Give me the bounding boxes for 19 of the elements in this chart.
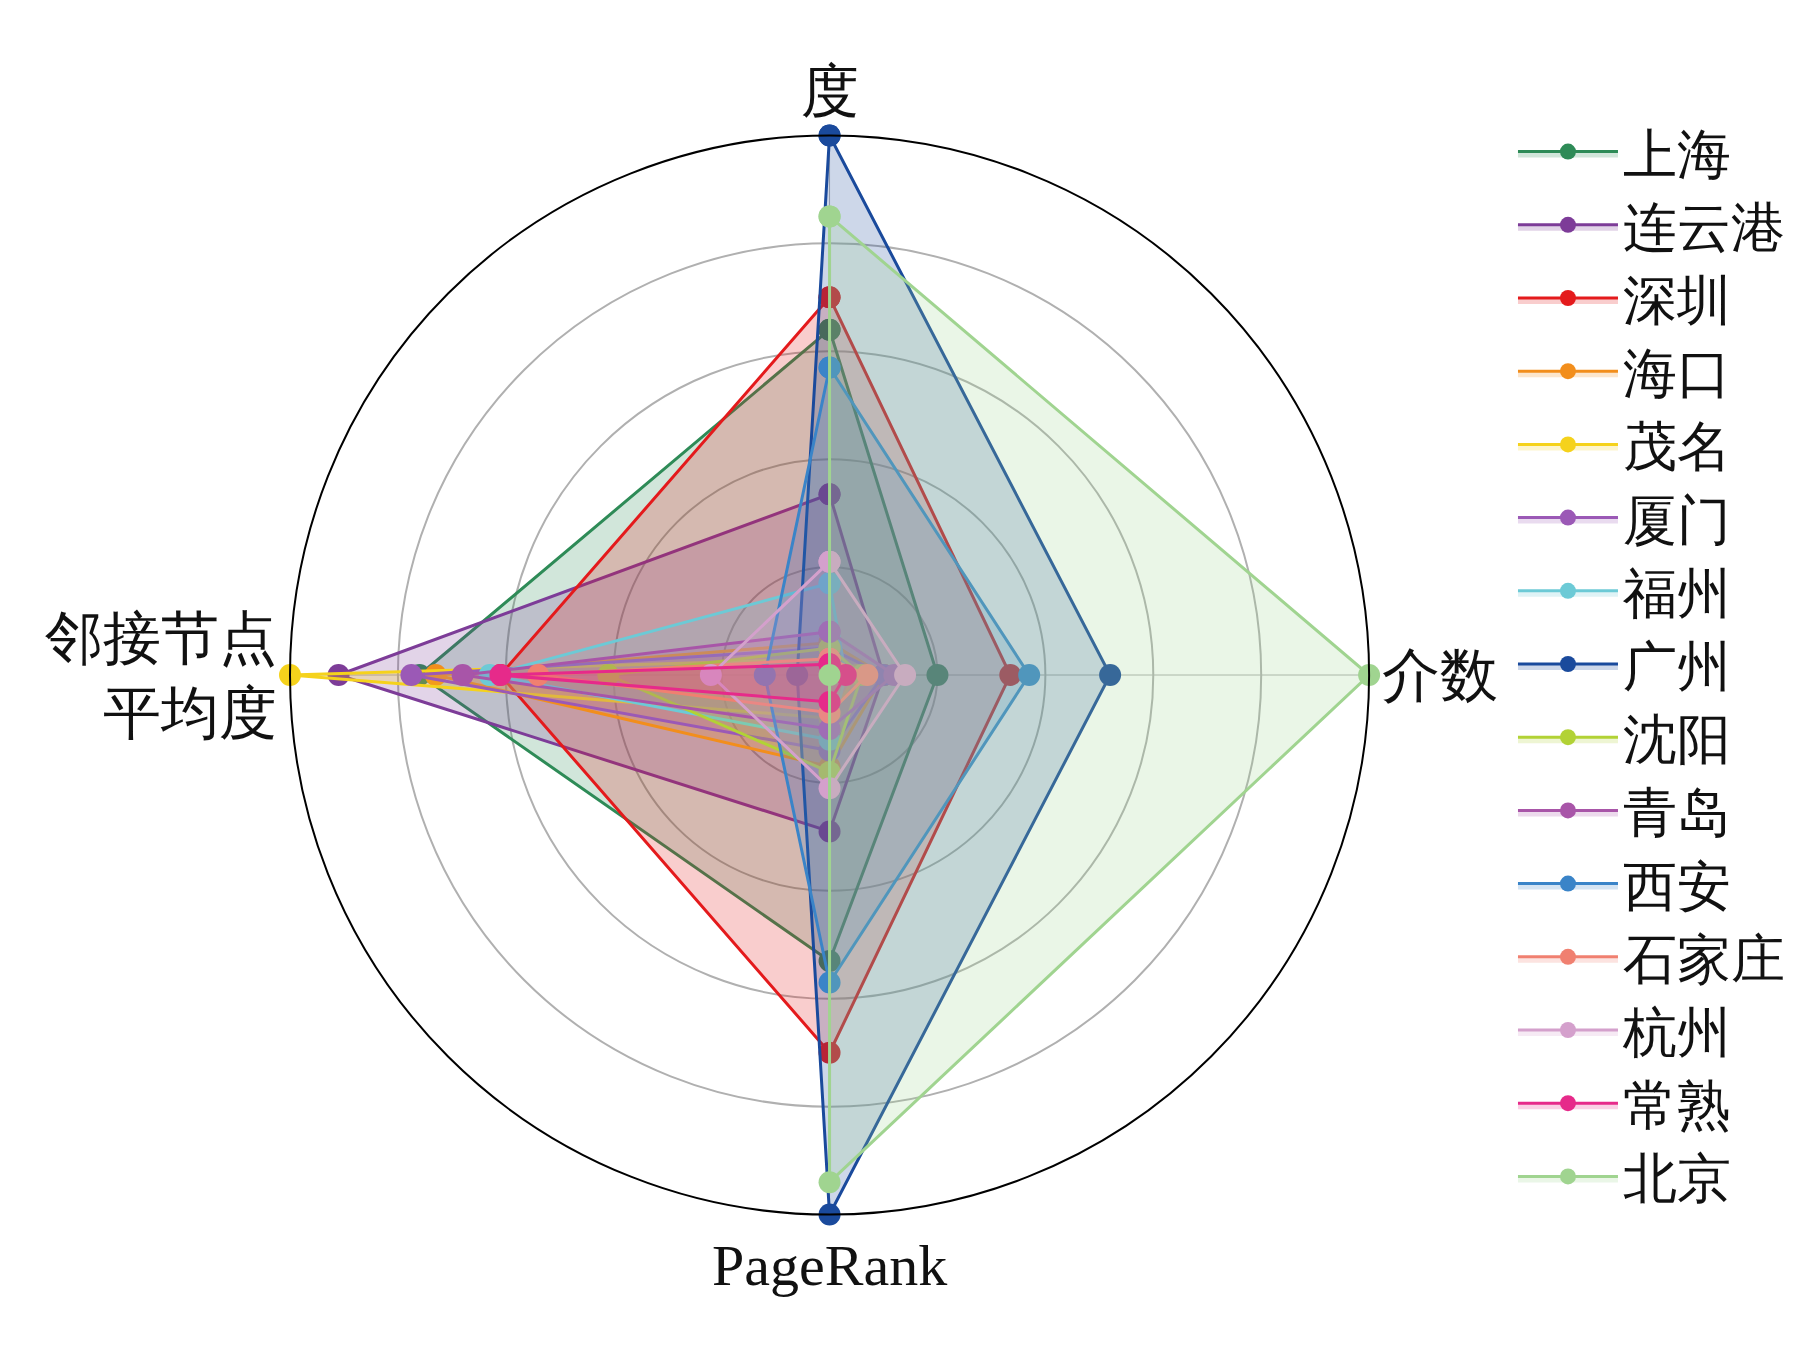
legend-label: 上海 (1622, 124, 1731, 185)
spoke-label: 介数 (1381, 643, 1498, 709)
spoke-label: 度 (800, 59, 859, 125)
legend-label: 福州 (1622, 563, 1731, 624)
legend-label: 海口 (1622, 344, 1731, 405)
legend-label: 北京 (1622, 1149, 1731, 1210)
legend-label: 厦门 (1622, 490, 1731, 551)
legend-label: 广州 (1622, 637, 1731, 698)
legend-label: 常熟 (1622, 1076, 1731, 1137)
legend-label: 石家庄 (1622, 929, 1785, 990)
legend-label: 沈阳 (1622, 710, 1731, 771)
legend-label: 连云港 (1622, 197, 1785, 258)
legend-label: 杭州 (1621, 1003, 1731, 1064)
legend-label: 西安 (1622, 856, 1731, 917)
legend-label: 青岛 (1622, 783, 1731, 844)
spoke-label: 邻接节点平均度 (45, 605, 278, 746)
spoke-label: PageRank (711, 1233, 948, 1299)
legend-label: 茂名 (1622, 417, 1731, 478)
legend-label: 深圳 (1622, 271, 1731, 332)
